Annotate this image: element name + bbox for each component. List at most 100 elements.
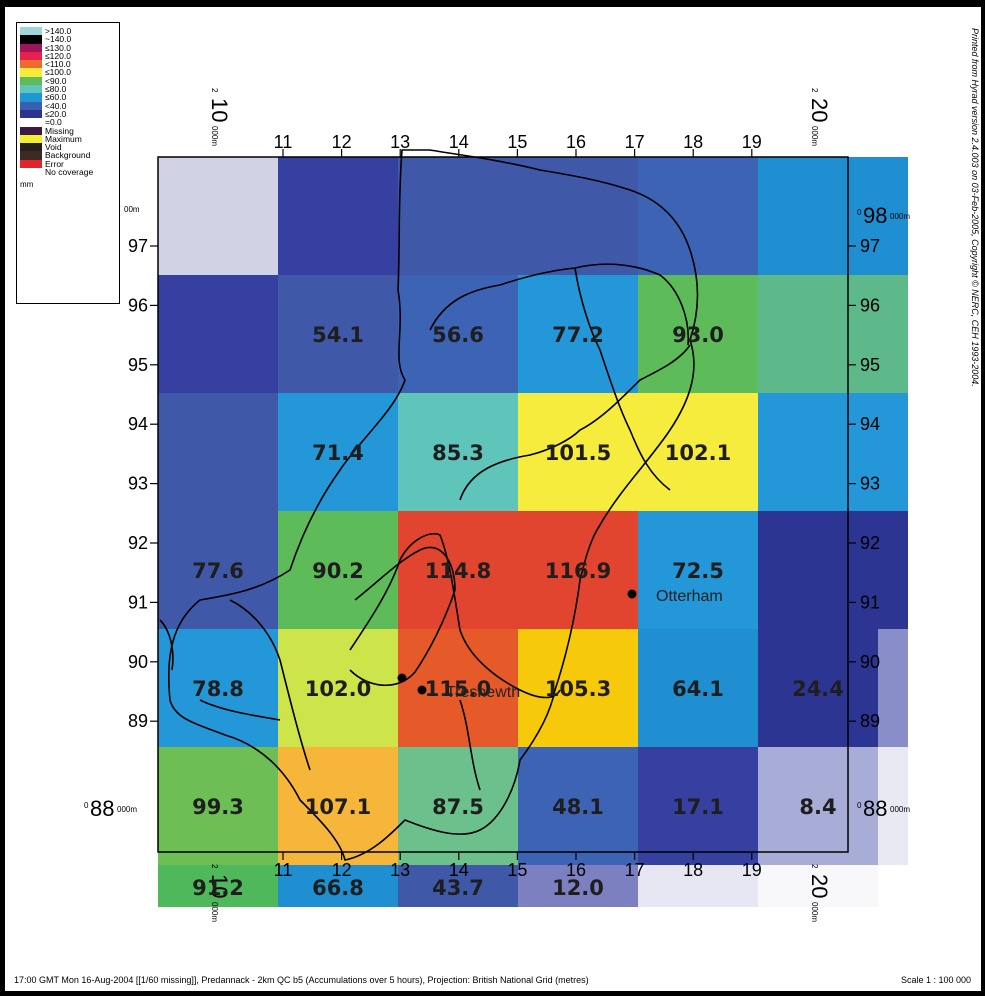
- grid-cell: [278, 511, 398, 629]
- grid-cell: [758, 393, 878, 511]
- grid-cell: [398, 511, 518, 629]
- x-tick-label: 13: [390, 860, 410, 880]
- legend-item: <40.0: [20, 100, 119, 111]
- grid-cell: [398, 157, 518, 275]
- x-tick-label: 12: [332, 132, 352, 152]
- corner-sub: 000m: [117, 805, 137, 814]
- legend-swatch: [20, 35, 42, 44]
- corner-sup: 2: [210, 88, 219, 93]
- x-tick-label: 14: [449, 132, 469, 152]
- x-tick-label: 18: [683, 132, 703, 152]
- grid-cell: [638, 393, 758, 511]
- legend-item: Void: [20, 143, 119, 152]
- grid-cell: [518, 275, 638, 393]
- corner-big: 10: [207, 98, 232, 122]
- rainfall-value: 114.8: [425, 559, 491, 583]
- legend-item: ≤60.0: [20, 92, 119, 103]
- x-tick-label: 15: [507, 132, 527, 152]
- corner-sup: 2: [210, 864, 219, 869]
- legend-swatch: [20, 109, 42, 119]
- legend-item: ≤100.0: [20, 68, 119, 77]
- grid-cell-edge: [758, 865, 878, 907]
- legend-label: ≤60.0: [45, 92, 67, 103]
- grid-cell: [518, 629, 638, 747]
- y-tick-label: 95: [860, 355, 880, 375]
- y-tick-label: 90: [860, 652, 880, 672]
- legend-item: >140.0: [20, 27, 119, 35]
- grid-cell: [638, 629, 758, 747]
- rainfall-value: 43.7: [432, 876, 484, 900]
- catchment-boundary-middle: [459, 344, 691, 501]
- catchment-boundary-inner: [349, 546, 456, 687]
- y-tick-label: 89: [128, 711, 148, 731]
- corner-sub: 000m: [810, 126, 819, 146]
- grid-cell: [398, 275, 518, 393]
- y-tick-label: 89: [860, 711, 880, 731]
- scale-label: Scale 1 : 100 000: [900, 975, 971, 985]
- grid-cell: [278, 393, 398, 511]
- y-tick-label: 94: [128, 414, 148, 434]
- corner-y-top-right: 0 98 000m: [857, 203, 910, 228]
- grid-cell: [638, 157, 758, 275]
- legend-label: Background: [45, 150, 91, 161]
- rainfall-value: 93.0: [672, 323, 724, 347]
- legend-item: ≤120.0: [20, 51, 119, 60]
- rainfall-value: 105.3: [545, 677, 611, 701]
- x-tick-label: 19: [742, 132, 762, 152]
- place-name: Otterham: [656, 588, 723, 605]
- rainfall-value: 77.2: [552, 323, 604, 347]
- grid-cell-edge: [158, 865, 278, 907]
- grid-cell: [638, 511, 758, 629]
- legend-item: ~140.0: [20, 34, 119, 45]
- legend-item: ≤20.0: [20, 110, 119, 118]
- grid-cell-edge: [878, 275, 908, 393]
- x-tick-label: 15: [507, 860, 527, 880]
- legend-swatch: [20, 168, 42, 177]
- legend-rows: >140.0 ~140.0 ≤130.0 ≤120.0 <110.0 ≤100.0 <90.…: [20, 27, 119, 176]
- grid-cell: [638, 747, 758, 865]
- axis-tick-labels: 11 12 13 14 15 16 17 18 19 11 12 13 14 15 16 17 18 19 97 96…: [84, 88, 910, 922]
- rainfall-value: 107.1: [305, 795, 371, 819]
- corner-big: 88: [90, 796, 114, 821]
- rainfall-value: 116.9: [545, 559, 611, 583]
- x-tick-label: 11: [274, 132, 293, 152]
- rainfall-value: 12.0: [552, 876, 604, 900]
- corner-big: 20: [807, 874, 832, 898]
- grid-cell: [518, 157, 638, 275]
- corner-sub: 000m: [890, 212, 910, 221]
- legend-item: ≤80.0: [20, 85, 119, 93]
- y-tick-label: 92: [128, 533, 148, 553]
- legend-swatch: [20, 143, 42, 152]
- legend-item: Maximum: [20, 134, 119, 143]
- legend-swatch: [20, 101, 42, 110]
- legend-item: ≤130.0: [20, 43, 119, 52]
- legend-swatch: [20, 85, 42, 94]
- legend-swatch: [20, 151, 42, 160]
- legend-item: Error: [20, 159, 119, 168]
- axis-ticks: [150, 149, 856, 860]
- rainfall-value: 115.0: [425, 677, 491, 701]
- printed-note: Printed from Hyrad version 2.4.003 on 03…: [970, 28, 980, 387]
- place-name: Tresnewth: [446, 684, 520, 701]
- grid-cell: [758, 511, 878, 629]
- rainfall-value: 64.1: [672, 677, 724, 701]
- grid-border: [157, 156, 849, 853]
- y-tick-label: 93: [860, 474, 880, 494]
- catchment-boundary-southwest: [199, 699, 281, 721]
- map-legend: >140.0 ~140.0 ≤130.0 ≤120.0 <110.0 ≤100.0 <90.…: [16, 22, 120, 304]
- rainfall-value: 99.3: [192, 795, 244, 819]
- catchment-boundary-southeast: [459, 699, 481, 791]
- grid-cell: [158, 157, 278, 275]
- catchment-boundary-coast-west: [159, 619, 174, 671]
- radar-grid: [158, 157, 908, 907]
- place-markers: Otterham Tresnewth: [397, 588, 723, 701]
- grid-cell: [278, 275, 398, 393]
- x-tick-label: 19: [742, 860, 762, 880]
- place-marker: [417, 685, 427, 695]
- grid-cell: [758, 157, 878, 275]
- grid-cell: [278, 157, 398, 275]
- y-tick-label: 91: [128, 592, 148, 612]
- legend-label: <40.0: [45, 100, 67, 111]
- rainfall-value: 54.1: [312, 323, 364, 347]
- legend-label: ~140.0: [45, 34, 72, 45]
